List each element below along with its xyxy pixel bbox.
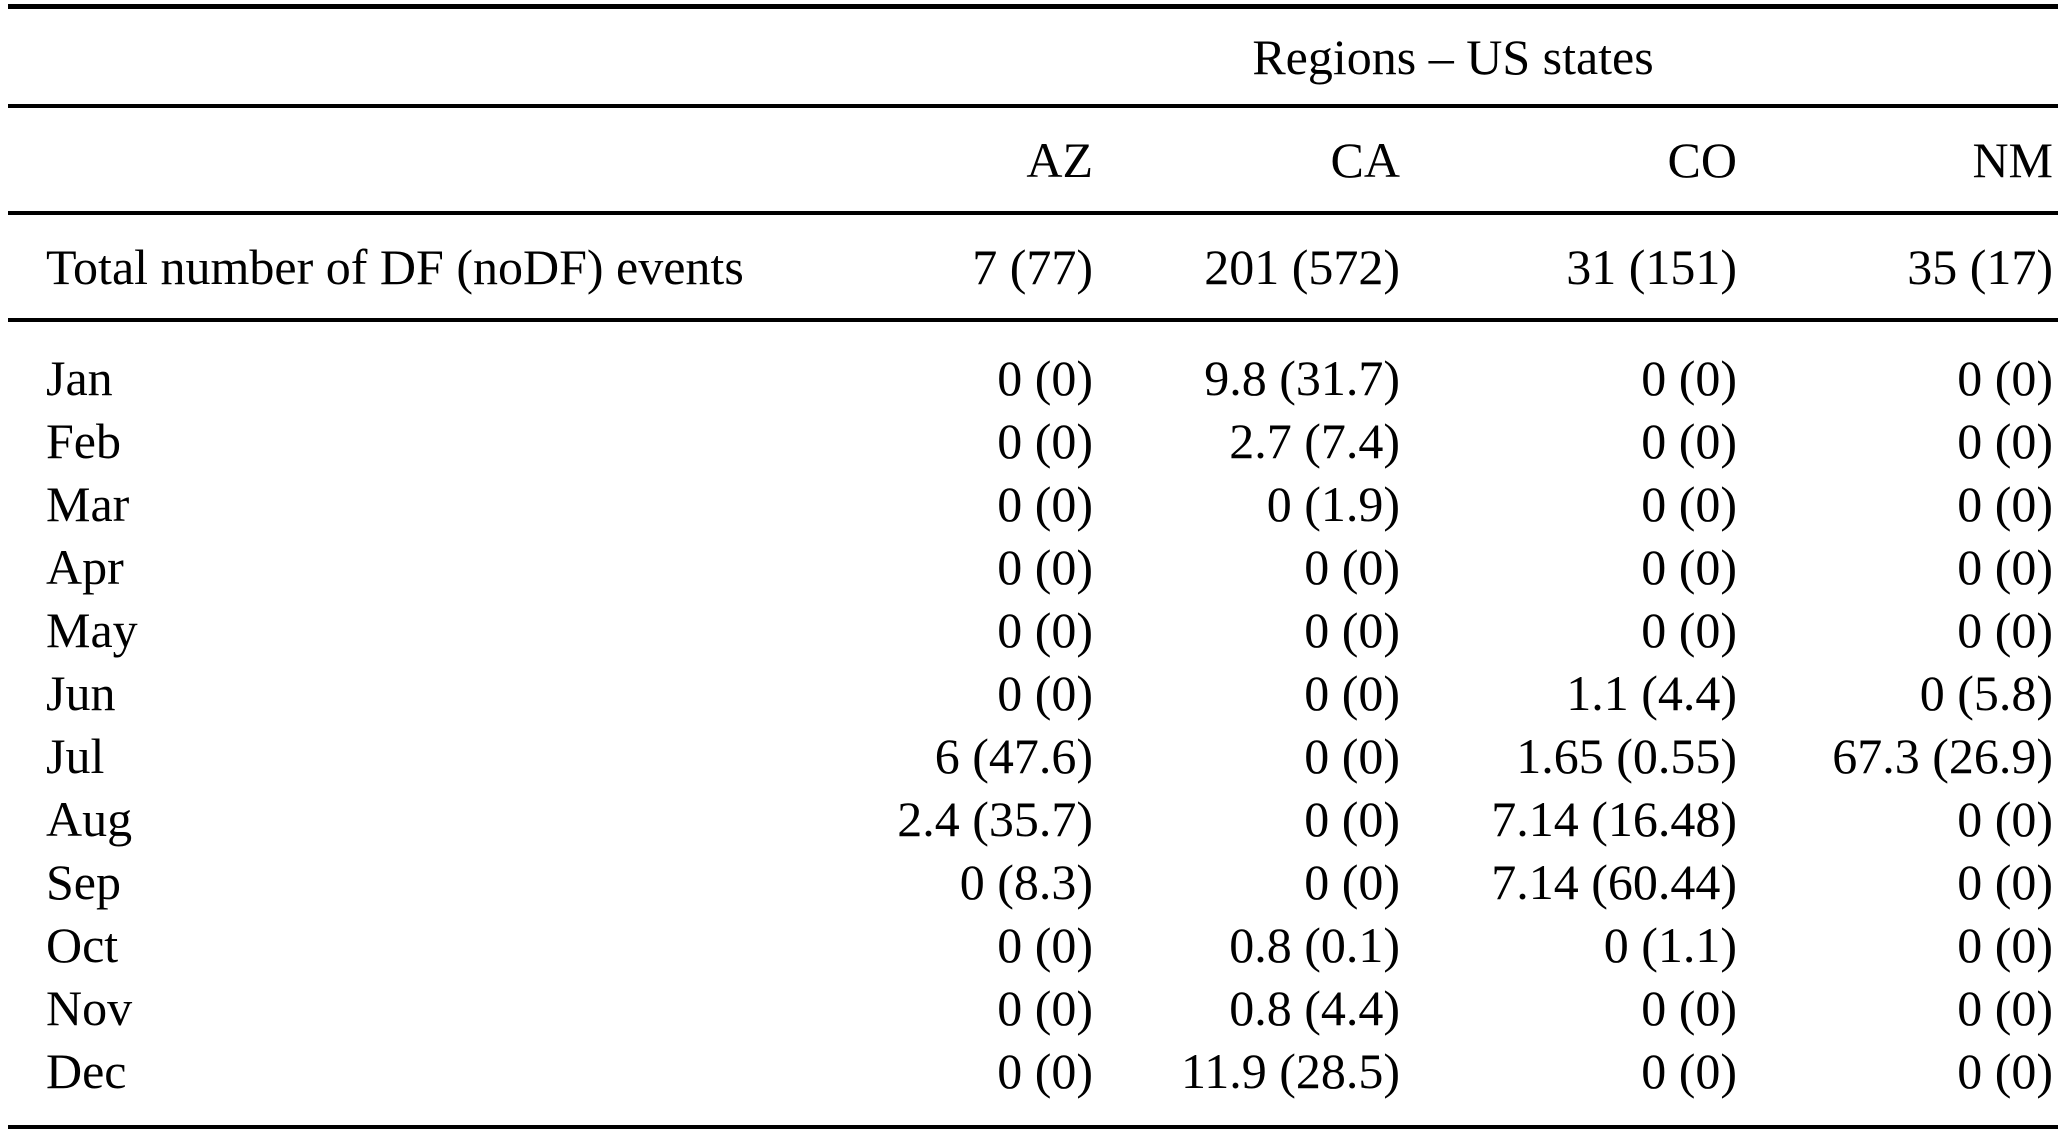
cell: 2.4 (35.7)	[897, 790, 1093, 847]
cell: 0 (0)	[1641, 475, 1737, 532]
cell: 0 (0)	[848, 318, 1093, 409]
row-label: Jul	[46, 727, 105, 784]
cell: 0 (0)	[1304, 601, 1400, 658]
cell: 7.14 (60.44)	[1491, 853, 1737, 910]
row-label: Dec	[46, 1042, 127, 1099]
cell: 0 (0)	[1304, 538, 1400, 595]
cell: 67.3 (26.9)	[1832, 727, 2054, 784]
cell: 0 (0)	[1737, 318, 2059, 409]
cell: 0 (0)	[1957, 412, 2054, 469]
table-row: Jan 0 (0) 9.8 (31.7) 0 (0) 0 (0)	[8, 318, 2059, 409]
row-label: Feb	[46, 412, 121, 469]
cell: 0 (1.1)	[1603, 916, 1737, 973]
cell: 0 (0)	[1957, 916, 2054, 973]
table-row: Jul 6 (47.6) 0 (0) 1.65 (0.55) 67.3 (26.9)	[8, 724, 2058, 787]
row-label: Total number of DF (noDF) events	[8, 211, 848, 320]
cell: 0 (0)	[1641, 601, 1737, 658]
column-header-nm: NM	[1737, 104, 2059, 213]
cell: 0 (0)	[997, 601, 1093, 658]
cell: 11.9 (28.5)	[1181, 1042, 1400, 1099]
cell: 2.7 (7.4)	[1229, 412, 1400, 469]
cell: 0 (0)	[1957, 979, 2054, 1036]
table-row: May 0 (0) 0 (0) 0 (0) 0 (0)	[8, 598, 2058, 661]
cell: 7.14 (16.48)	[1491, 790, 1737, 847]
cell-total-ca: 201 (572)	[1093, 211, 1400, 320]
cell: 0 (0)	[997, 979, 1093, 1036]
cell: 0 (0)	[1641, 412, 1737, 469]
row-label: Sep	[46, 853, 121, 910]
cell: 0 (0)	[1304, 664, 1400, 721]
table-row: Sep 0 (8.3) 0 (0) 7.14 (60.44) 0 (0)	[8, 850, 2058, 913]
cell: 0.8 (0.1)	[1229, 916, 1400, 973]
table-row: Nov 0 (0) 0.8 (4.4) 0 (0) 0 (0)	[8, 976, 2058, 1039]
cell: 0 (0)	[1957, 790, 2054, 847]
table-row: Aug 2.4 (35.7) 0 (0) 7.14 (16.48) 0 (0)	[8, 787, 2058, 850]
cell-total-az: 7 (77)	[848, 211, 1093, 320]
cell: 9.8 (31.7)	[1093, 318, 1400, 409]
cell-total-co: 31 (151)	[1400, 211, 1737, 320]
cell: 0 (5.8)	[1919, 664, 2054, 721]
column-header-az: AZ	[848, 104, 1093, 213]
cell: 0 (0)	[1304, 790, 1400, 847]
table-row: Feb 0 (0) 2.7 (7.4) 0 (0) 0 (0)	[8, 409, 2058, 472]
cell: 0 (0)	[1400, 318, 1737, 409]
cell: 0 (0)	[1957, 538, 2054, 595]
table-row: Dec 0 (0) 11.9 (28.5) 0 (0) 0 (0)	[8, 1039, 2058, 1127]
cell: 0 (0)	[1957, 475, 2054, 532]
cell: 1.65 (0.55)	[1516, 727, 1737, 784]
empty-stub-cell	[8, 104, 848, 213]
cell: 0 (0)	[997, 1042, 1093, 1099]
row-label: May	[46, 601, 138, 658]
row-label: Jan	[8, 318, 848, 409]
total-row: Total number of DF (noDF) events 7 (77) …	[8, 211, 2059, 320]
table-row: Apr 0 (0) 0 (0) 0 (0) 0 (0)	[8, 535, 2058, 598]
column-header-row: AZ CA CO NM	[8, 104, 2059, 213]
row-label: Apr	[46, 538, 124, 595]
cell: 0 (0)	[997, 538, 1093, 595]
table-row: Mar 0 (0) 0 (1.9) 0 (0) 0 (0)	[8, 472, 2058, 535]
monthly-df-events-table: Regions – US states AZ CA CO NM Total nu…	[8, 4, 2059, 1129]
cell: 0 (1.9)	[1266, 475, 1400, 532]
row-label: Aug	[46, 790, 133, 847]
row-label: Nov	[46, 979, 133, 1036]
cell: 0 (0)	[1957, 853, 2054, 910]
cell: 0 (0)	[1304, 853, 1400, 910]
cell: 0.8 (4.4)	[1229, 979, 1400, 1036]
row-label: Oct	[46, 916, 119, 973]
column-header-ca: CA	[1093, 104, 1400, 213]
cell: 0 (0)	[1641, 538, 1737, 595]
row-label: Mar	[46, 475, 130, 532]
cell: 6 (47.6)	[934, 727, 1093, 784]
cell: 0 (0)	[997, 916, 1093, 973]
table-row: Jun 0 (0) 0 (0) 1.1 (4.4) 0 (5.8)	[8, 661, 2058, 724]
cell: 0 (0)	[1641, 979, 1737, 1036]
cell: 0 (0)	[997, 412, 1093, 469]
cell-total-nm: 35 (17)	[1737, 211, 2059, 320]
group-header: Regions – US states	[1252, 28, 1654, 85]
cell: 0 (0)	[1304, 727, 1400, 784]
cell: 0 (0)	[1957, 1042, 2054, 1099]
row-label: Jun	[46, 664, 116, 721]
cell: 0 (8.3)	[959, 853, 1093, 910]
table-row: Oct 0 (0) 0.8 (0.1) 0 (1.1) 0 (0)	[8, 913, 2058, 976]
cell: 0 (0)	[997, 475, 1093, 532]
cell: 0 (0)	[1957, 601, 2054, 658]
cell: 0 (0)	[997, 664, 1093, 721]
empty-stub-cell	[8, 7, 848, 107]
cell: 1.1 (4.4)	[1566, 664, 1737, 721]
group-header-row: Regions – US states	[8, 7, 2058, 107]
column-header-co: CO	[1400, 104, 1737, 213]
cell: 0 (0)	[1641, 1042, 1737, 1099]
